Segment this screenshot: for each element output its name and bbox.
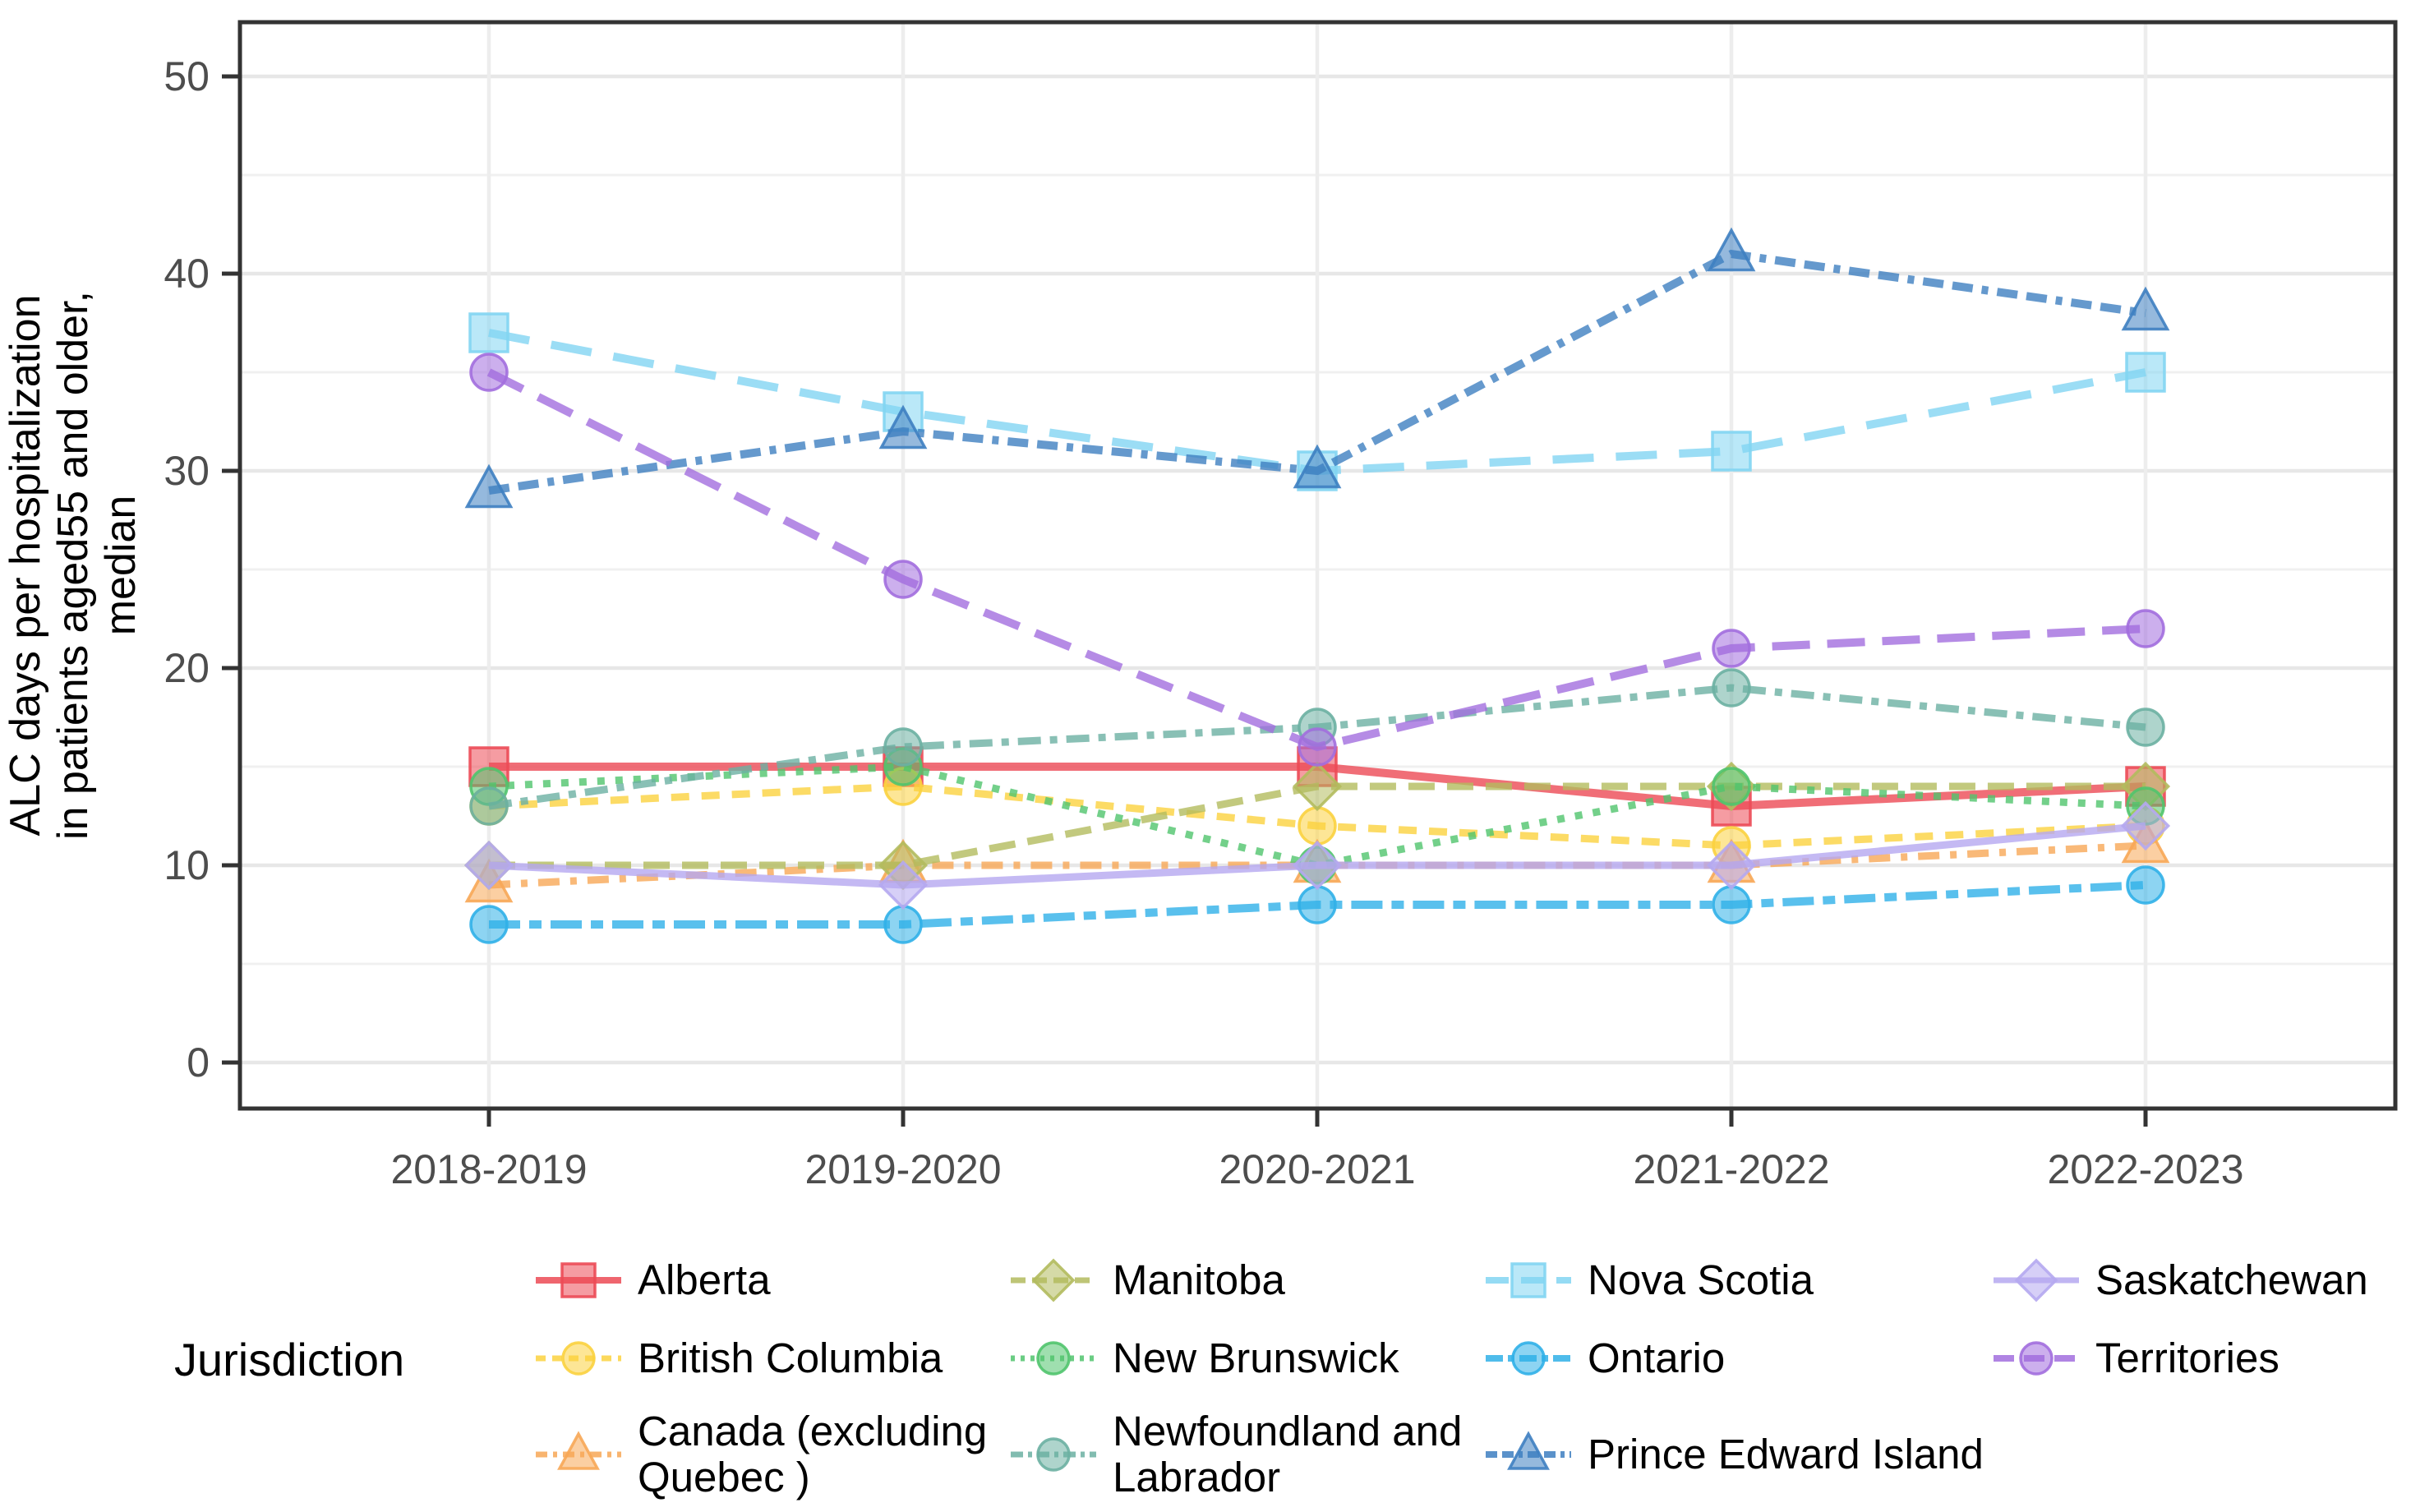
data-point-marker: [464, 463, 514, 509]
legend-label: New Brunswick: [1113, 1334, 1399, 1381]
data-point-marker: [883, 727, 923, 767]
data-point-marker: [1293, 444, 1342, 489]
data-point-marker: [1711, 431, 1752, 472]
legend-entry-ontario: Ontario: [1482, 1329, 1990, 1388]
x-tick-label: 2022-2023: [2047, 1146, 2243, 1192]
data-point-marker: [561, 1340, 596, 1376]
legend-entry-manitoba: Manitoba: [1007, 1251, 1482, 1310]
data-point-marker: [1292, 761, 1343, 812]
y-axis-title-line: median: [97, 496, 145, 636]
circle-swatch-icon: [536, 1340, 621, 1376]
series-line-canada-excluding-quebec-: [488, 841, 2146, 889]
data-point-marker: [1712, 668, 1751, 708]
axis-labels: 0 10 20 30 40 50 2018-2019 2019-2020 2020-2021 20…: [164, 53, 2243, 1192]
circle-swatch-icon: [1011, 1437, 1096, 1472]
data-point-marker: [1036, 1340, 1071, 1376]
square-swatch-icon: [536, 1261, 621, 1298]
legend-entry-newfoundland-and-labrador: Newfoundland and Labrador: [1007, 1408, 1482, 1500]
square-swatch-icon: [1486, 1261, 1571, 1298]
legend-label: Nova Scotia: [1588, 1256, 1814, 1303]
data-point-marker: [1507, 1431, 1550, 1470]
data-point-marker: [1712, 629, 1751, 668]
legend-title: Jurisdiction: [174, 1334, 405, 1385]
y-tick-label: 0: [187, 1040, 210, 1086]
diamond-swatch-icon: [1994, 1258, 2079, 1302]
data-point-marker: [2121, 286, 2170, 331]
data-point-marker: [1292, 840, 1343, 891]
legend-label: Saskatchewan: [2095, 1256, 2368, 1303]
data-point-marker: [1298, 727, 1337, 767]
y-axis-title: ALC days per hospitalization in patients …: [2, 291, 145, 840]
data-point-marker: [1036, 1437, 1071, 1472]
legend-label: Newfoundland and Labrador: [1113, 1408, 1463, 1500]
data-point-marker: [468, 312, 509, 353]
y-tick-label: 40: [164, 251, 210, 297]
legend-entry-nova-scotia: Nova Scotia: [1482, 1251, 1990, 1310]
legend-label: Territories: [2095, 1334, 2279, 1381]
data-point-marker: [2126, 609, 2165, 648]
data-point-marker: [883, 560, 923, 599]
data-point-marker: [1707, 227, 1756, 272]
axis-ticks: [222, 74, 2148, 1127]
data-point-marker: [1510, 1261, 1546, 1298]
legend-entry-canada-excluding-quebec-: Canada (excluding Quebec ): [532, 1408, 1007, 1500]
data-point-marker: [2126, 708, 2165, 747]
x-tick-label: 2018-2019: [390, 1146, 587, 1192]
legend-entries: Alberta British Columbia Canada (excluding…: [532, 1241, 2420, 1512]
legend-label: Canada (excluding Quebec ): [638, 1408, 988, 1500]
legend-entry-british-columbia: British Columbia: [532, 1329, 1007, 1388]
y-axis-title-line: in patients aged55 and older,: [49, 291, 97, 840]
data-point-marker: [2125, 352, 2166, 393]
data-point-marker: [1712, 885, 1751, 924]
diamond-swatch-icon: [1011, 1258, 1096, 1302]
legend-label: British Columbia: [638, 1334, 943, 1381]
x-tick-label: 2020-2021: [1219, 1146, 1415, 1192]
legend: Jurisdiction Alberta British Columbia Cana…: [0, 1233, 2420, 1500]
y-tick-label: 30: [164, 448, 210, 494]
data-point-marker: [2126, 865, 2165, 905]
y-tick-label: 50: [164, 53, 210, 99]
data-point-marker: [469, 786, 509, 826]
data-point-marker: [1298, 885, 1337, 924]
x-tick-label: 2019-2020: [804, 1146, 1001, 1192]
legend-entry-saskatchewan: Saskatchewan: [1990, 1251, 2420, 1310]
data-point-marker: [560, 1261, 597, 1298]
triangle-swatch-icon: [1486, 1431, 1571, 1470]
legend-label: Ontario: [1588, 1334, 1726, 1381]
legend-label: Alberta: [638, 1256, 771, 1303]
data-point-marker: [2120, 800, 2171, 851]
circle-swatch-icon: [1011, 1340, 1096, 1376]
legend-label: Manitoba: [1113, 1256, 1285, 1303]
data-point-marker: [557, 1431, 600, 1470]
data-point-marker: [1031, 1258, 1076, 1302]
legend-label: Prince Edward Island: [1588, 1431, 1984, 1477]
y-tick-label: 20: [164, 645, 210, 691]
line-chart: 0 10 20 30 40 50 2018-2019 2019-2020 2020-2021 20…: [2, 20, 2398, 1192]
data-point-marker: [469, 353, 509, 392]
y-axis-title-line: ALC days per hospitalization: [2, 294, 49, 836]
data-point-marker: [2019, 1340, 2054, 1376]
circle-swatch-icon: [1994, 1340, 2079, 1376]
legend-entry-territories: Territories: [1990, 1329, 2420, 1388]
triangle-swatch-icon: [536, 1431, 621, 1470]
data-point-marker: [1712, 767, 1751, 806]
data-point-marker: [878, 860, 929, 910]
y-tick-label: 10: [164, 842, 210, 888]
data-point-marker: [463, 840, 514, 891]
series-layer: [463, 227, 2171, 944]
data-point-marker: [2014, 1258, 2058, 1302]
data-point-marker: [1298, 806, 1337, 846]
data-point-marker: [883, 905, 923, 944]
circle-swatch-icon: [1486, 1340, 1571, 1376]
data-point-marker: [1706, 840, 1757, 891]
data-point-marker: [469, 905, 509, 944]
legend-entry-alberta: Alberta: [532, 1251, 1007, 1310]
legend-entry-new-brunswick: New Brunswick: [1007, 1329, 1482, 1388]
series-line-new-brunswick: [488, 763, 2146, 869]
legend-entry-prince-edward-island: Prince Edward Island: [1482, 1425, 1990, 1484]
x-tick-label: 2021-2022: [1633, 1146, 1829, 1192]
data-point-marker: [878, 404, 928, 449]
data-point-marker: [1511, 1340, 1546, 1376]
